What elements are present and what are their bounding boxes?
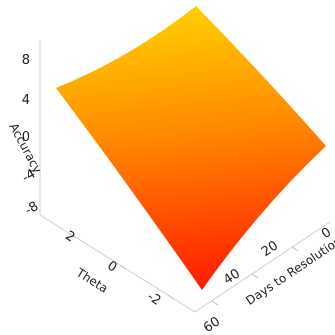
days-tick-mark xyxy=(211,300,219,306)
z-tick-label: -8 xyxy=(22,199,41,218)
days-tick-mark xyxy=(251,273,259,279)
theta-tick-mark xyxy=(167,294,175,300)
theta-tick-mark xyxy=(119,264,127,270)
theta-tick-mark xyxy=(69,233,77,239)
days-tick-mark xyxy=(291,246,299,252)
z-axis-title: Accuracy xyxy=(6,121,44,176)
surface-plane xyxy=(56,6,326,290)
z-axis: 8 4 0 -4 -8 Accuracy xyxy=(6,53,44,218)
days-axis-line xyxy=(194,221,331,313)
theta-tick-label: -2 xyxy=(144,289,163,309)
theta-tick-label: 0 xyxy=(104,258,119,275)
z-tick-label: 4 xyxy=(22,93,30,108)
z-tick-label: 8 xyxy=(22,53,30,68)
theta-axis: 2 0 -2 Theta xyxy=(62,228,175,309)
days-tick-label: 60 xyxy=(201,314,223,335)
z-tick-label: 0 xyxy=(22,130,30,145)
days-tick-label: 40 xyxy=(221,266,243,288)
